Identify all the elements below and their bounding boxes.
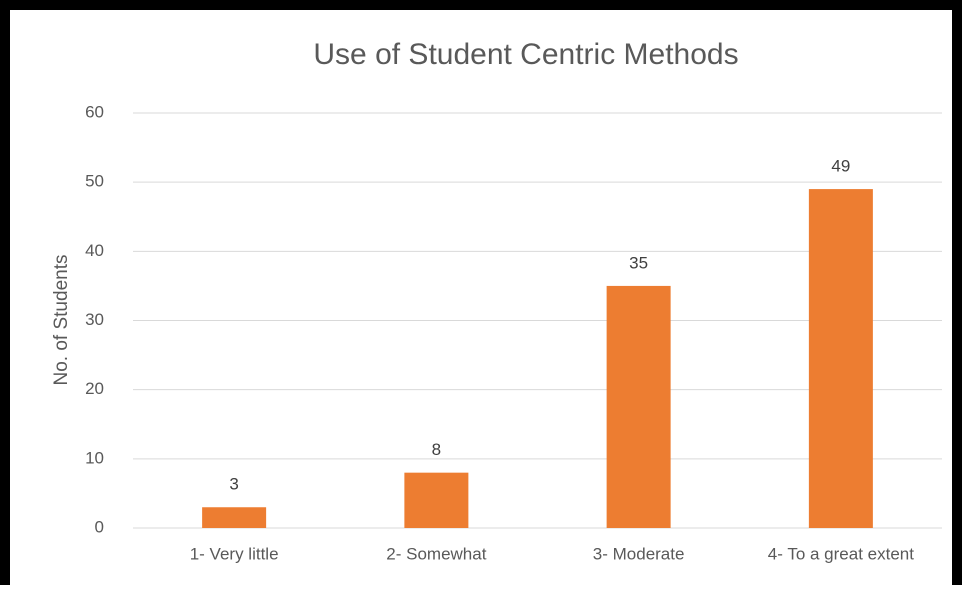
- y-axis-label: No. of Students: [51, 255, 72, 386]
- x-tick-label: 3- Moderate: [593, 544, 685, 563]
- bar: [606, 285, 671, 528]
- y-tick-label: 20: [85, 379, 104, 398]
- y-tick-label: 40: [85, 241, 104, 260]
- data-label: 3: [229, 475, 238, 494]
- y-tick-label: 0: [95, 517, 104, 536]
- y-tick-label: 60: [85, 102, 104, 121]
- y-tick-label: 30: [85, 310, 104, 329]
- chart-title: Use of Student Centric Methods: [313, 38, 738, 71]
- x-tick-label: 2- Somewhat: [386, 544, 486, 563]
- data-label: 35: [629, 253, 648, 272]
- bar: [808, 189, 873, 529]
- y-tick-label: 10: [85, 448, 104, 467]
- y-tick-label: 50: [85, 172, 104, 191]
- data-label: 8: [432, 440, 441, 459]
- data-label: 49: [831, 157, 850, 176]
- x-tick-label: 4- To a great extent: [768, 544, 914, 563]
- x-tick-label: 1- Very little: [190, 544, 279, 563]
- bar: [202, 507, 267, 528]
- bar: [404, 472, 469, 528]
